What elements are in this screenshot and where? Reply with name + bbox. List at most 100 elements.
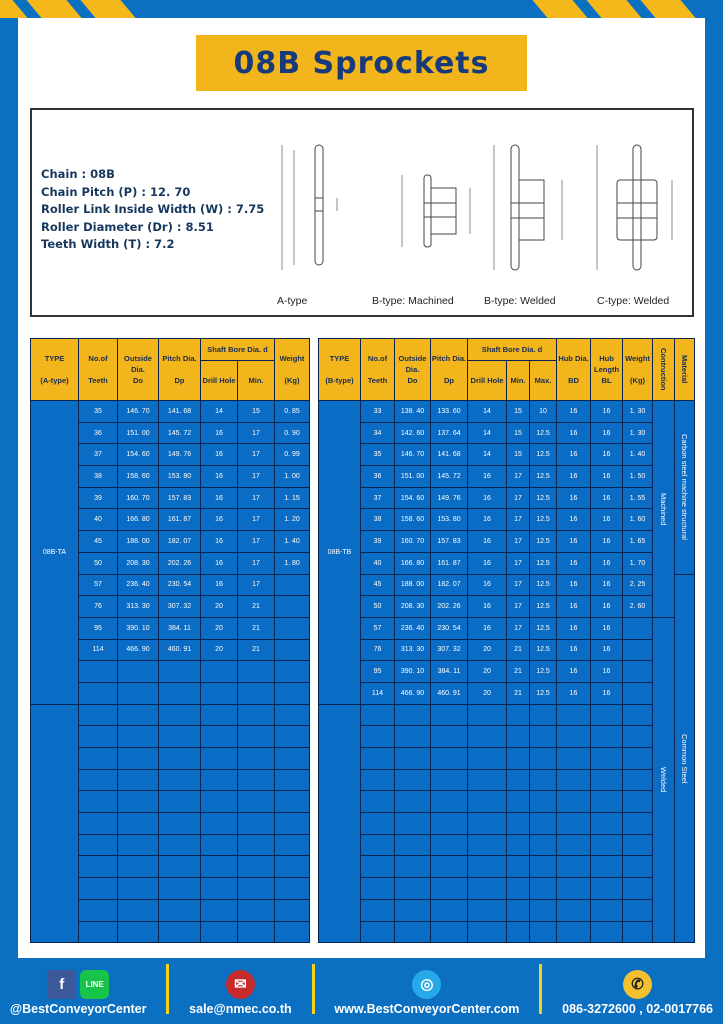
table-row <box>31 920 310 944</box>
cell <box>78 855 118 879</box>
cell: 21 <box>237 595 275 618</box>
cell <box>200 703 238 727</box>
cell <box>430 920 468 944</box>
cell <box>237 768 275 792</box>
facebook-icon[interactable]: f <box>47 969 77 999</box>
cell <box>78 725 118 748</box>
table-row: 36 151. 00 145. 72 16 17 12.5 16 16 1. 50 <box>319 465 695 488</box>
table-row <box>31 855 310 879</box>
cell: 17 <box>237 530 275 553</box>
cell: 16 <box>200 443 238 467</box>
header-teeth: No.of Teeth <box>360 338 395 401</box>
cell <box>430 725 468 748</box>
cell: 16 <box>556 638 592 662</box>
cell <box>158 747 201 770</box>
phone-numbers[interactable]: 086-3272600 , 02-0017766 <box>562 1002 713 1016</box>
cell: 313. 30 <box>117 595 159 618</box>
table-row <box>318 703 695 944</box>
table-row: 50 208. 30 202. 26 16 17 12.5 16 16 2. 60 <box>319 595 695 618</box>
table-row: 38 158. 60 153. 80 16 17 12.5 16 16 1. 60 <box>319 508 695 532</box>
cell: 20 <box>467 681 507 705</box>
cell <box>622 877 654 900</box>
phone-contact[interactable]: ✆ 086-3272600 , 02-0017766 <box>562 969 713 1016</box>
cell: 12.5 <box>528 508 558 532</box>
cell: 17 <box>506 508 530 532</box>
cell <box>394 747 431 770</box>
social-contact[interactable]: f LINE @BestConveyorCenter <box>10 969 146 1016</box>
website-link[interactable]: www.BestConveyorCenter.com <box>334 1002 520 1016</box>
cell <box>117 812 159 835</box>
cell <box>360 812 395 835</box>
cell <box>274 616 310 640</box>
cell: 114 <box>78 638 118 662</box>
cell <box>467 855 507 879</box>
table-row <box>319 725 695 748</box>
cell <box>117 920 159 944</box>
cell: 16 <box>467 595 507 618</box>
cell: 38 <box>360 508 395 532</box>
cell <box>590 833 624 857</box>
cell: 14 <box>467 443 507 467</box>
cell <box>590 898 624 922</box>
cell <box>506 898 530 922</box>
cell: 14 <box>467 421 507 445</box>
cell <box>78 920 118 944</box>
cell: 36 <box>360 465 395 488</box>
cell <box>528 725 558 748</box>
spec-roller-dia: Roller Diameter (Dr) : 8.51 <box>41 219 214 234</box>
divider <box>166 964 170 1014</box>
cell: 45 <box>78 530 118 553</box>
sprocket-drawings <box>281 144 673 271</box>
cell <box>237 747 275 770</box>
cell <box>158 681 201 705</box>
cell <box>237 681 275 705</box>
cell: 12.5 <box>528 616 558 640</box>
cell <box>158 877 201 900</box>
cell <box>622 638 654 662</box>
cell: 16 <box>467 616 507 640</box>
table-row: 36 151. 00 145. 72 16 17 0. 90 <box>31 421 310 445</box>
cell <box>274 920 310 944</box>
cell: 161. 87 <box>158 508 201 532</box>
a-type-table: TYPE (A-type) No.of Teeth Outside Dia. Do Pi… <box>30 338 310 944</box>
cell <box>274 768 310 792</box>
cell <box>360 898 395 922</box>
b-welded-drawing <box>493 144 563 271</box>
cell <box>590 747 624 770</box>
cell <box>430 768 468 792</box>
cell: 16 <box>556 508 592 532</box>
cell: 16 <box>200 551 238 575</box>
cell: 16 <box>590 400 624 423</box>
cell: 16 <box>590 616 624 640</box>
cell <box>274 898 310 922</box>
cell: 76 <box>78 595 118 618</box>
table-row <box>319 855 695 879</box>
cell <box>394 833 431 857</box>
cell <box>274 812 310 835</box>
cell: 16 <box>556 400 592 423</box>
cell <box>274 877 310 900</box>
cell <box>274 595 310 618</box>
cell <box>78 812 118 835</box>
table-row <box>319 790 695 814</box>
cell: 15 <box>506 421 530 445</box>
line-icon[interactable]: LINE <box>80 969 110 999</box>
email-link[interactable]: sale@nmec.co.th <box>189 1002 292 1016</box>
cell: 33 <box>360 400 395 423</box>
website-contact[interactable]: ◎ www.BestConveyorCenter.com <box>334 969 519 1016</box>
cell: 21 <box>506 638 530 662</box>
header-hub-length: Hub Length BL <box>590 338 624 401</box>
cell: 16 <box>200 421 238 445</box>
cell: 16 <box>590 638 624 662</box>
cell <box>200 920 238 944</box>
cell: 45 <box>360 573 395 597</box>
cell: 16 <box>556 573 592 597</box>
cell: 1. 30 <box>622 400 654 423</box>
cell: 1. 65 <box>622 530 654 553</box>
cell <box>622 703 654 727</box>
cell: 1. 80 <box>274 551 310 575</box>
cell: 16 <box>200 508 238 532</box>
globe-icon: ◎ <box>412 969 442 999</box>
material-carbon-steel: Carbon steel machine structural <box>674 400 696 575</box>
email-contact[interactable]: ✉ sale@nmec.co.th <box>189 969 292 1016</box>
